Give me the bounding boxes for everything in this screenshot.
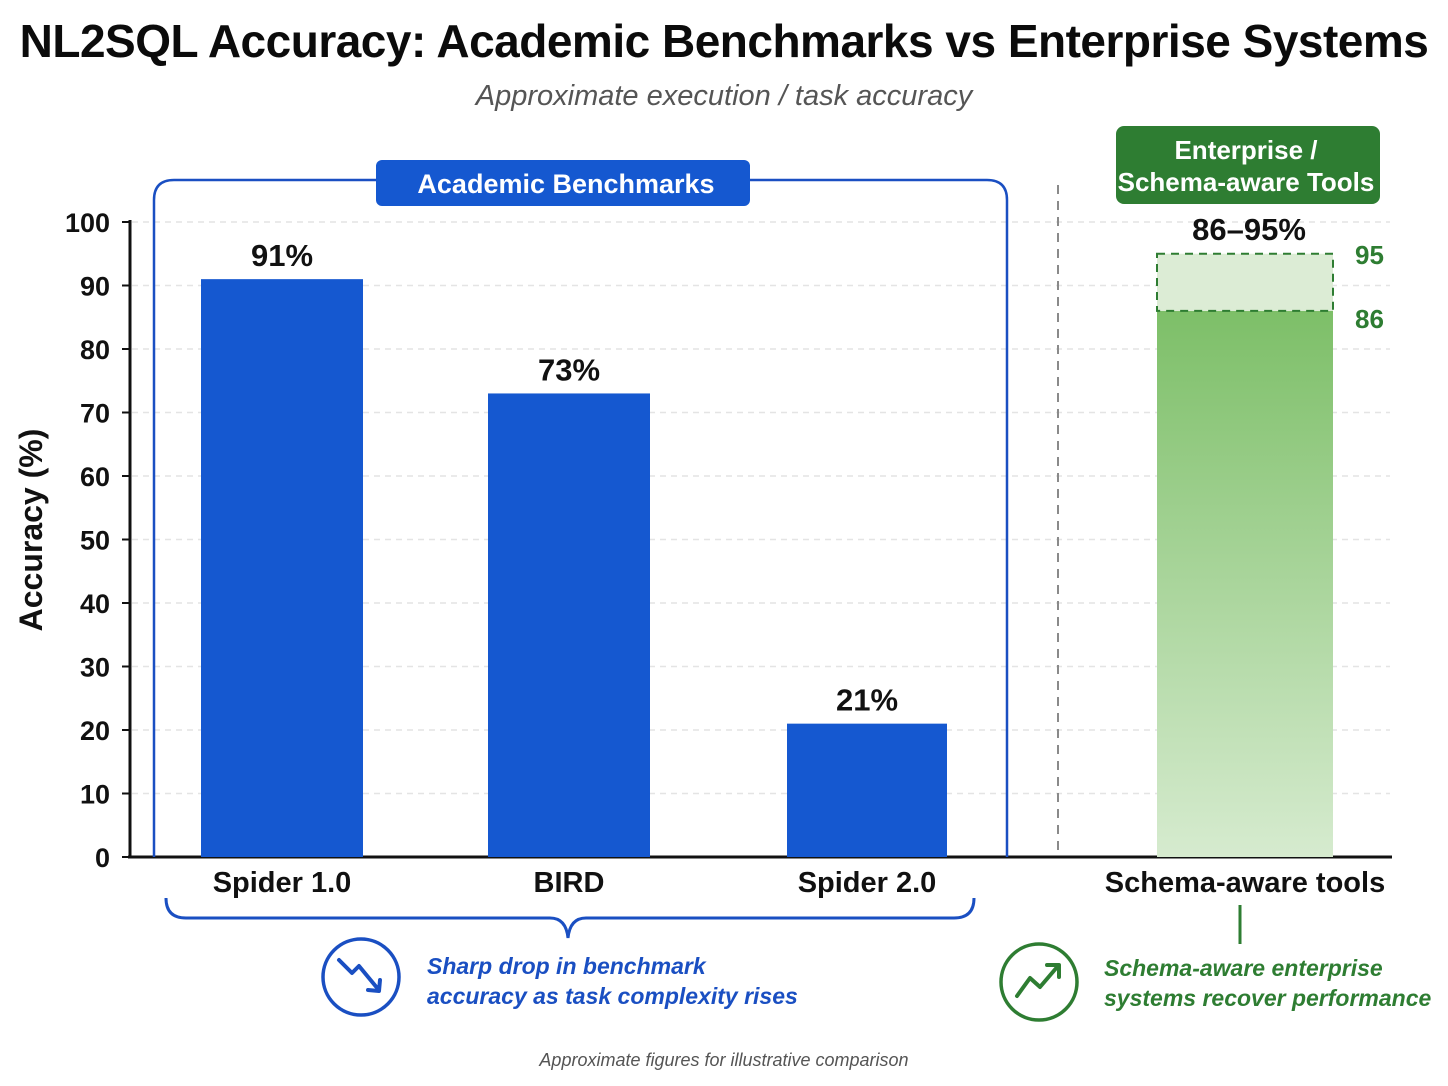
academic-group-label-box bbox=[376, 160, 750, 206]
academic-note-line2: accuracy as task complexity rises bbox=[427, 983, 798, 1009]
trend-up-icon bbox=[999, 942, 1079, 1022]
trend-down-icon-arrow bbox=[366, 978, 382, 993]
y-axis-label: Accuracy (%) bbox=[13, 429, 49, 632]
range-value-label: 86–95% bbox=[1192, 212, 1306, 247]
y-tick-label: 90 bbox=[80, 272, 110, 302]
bar bbox=[488, 393, 650, 857]
bars bbox=[201, 252, 1334, 857]
footnote: Approximate figures for illustrative com… bbox=[539, 1050, 909, 1070]
chart-title: NL2SQL Accuracy: Academic Benchmarks vs … bbox=[19, 15, 1429, 67]
value-labels: 91% 73% 21% 86–95% 95 86 bbox=[251, 212, 1384, 718]
y-tick-label: 30 bbox=[80, 653, 110, 683]
x-category-label: BIRD bbox=[534, 867, 605, 899]
range-high-label: 95 bbox=[1355, 240, 1384, 270]
bar-value-label: 21% bbox=[836, 683, 898, 718]
y-tick-label: 70 bbox=[80, 399, 110, 429]
academic-group-label: Academic Benchmarks bbox=[417, 169, 714, 199]
x-category-label: Spider 2.0 bbox=[798, 867, 937, 899]
trend-down-icon bbox=[321, 937, 401, 1017]
enterprise-group: Enterprise / Schema-aware Tools bbox=[1116, 126, 1380, 204]
bar-value-label: 91% bbox=[251, 238, 313, 273]
bar-value-label: 73% bbox=[538, 352, 600, 387]
enterprise-note-line2: systems recover performance bbox=[1104, 985, 1431, 1011]
y-tick-label: 0 bbox=[95, 843, 110, 873]
y-tick-label: 40 bbox=[80, 589, 110, 619]
trend-down-icon-line bbox=[337, 958, 380, 991]
academic-note: Sharp drop in benchmark accuracy as task… bbox=[321, 937, 798, 1017]
y-tick-label: 10 bbox=[80, 780, 110, 810]
academic-group: Academic Benchmarks bbox=[152, 160, 1009, 857]
y-tick-label: 80 bbox=[80, 335, 110, 365]
y-tick-label: 20 bbox=[80, 716, 110, 746]
y-tick-label: 50 bbox=[80, 526, 110, 556]
bar bbox=[787, 723, 947, 857]
chart-subtitle: Approximate execution / task accuracy bbox=[475, 80, 973, 112]
enterprise-note-line1: Schema-aware enterprise bbox=[1104, 955, 1383, 981]
x-category-label: Schema-aware tools bbox=[1105, 867, 1385, 899]
enterprise-group-label-box bbox=[1116, 126, 1380, 204]
enterprise-note: Schema-aware enterprise systems recover … bbox=[999, 905, 1431, 1022]
y-tick-label: 60 bbox=[80, 462, 110, 492]
trend-up-icon-line bbox=[1015, 964, 1060, 998]
academic-brace bbox=[164, 897, 976, 939]
category-labels: Spider 1.0 BIRD Spider 2.0 Schema-aware too… bbox=[213, 867, 1386, 899]
range-low-label: 86 bbox=[1355, 304, 1384, 334]
academic-note-line1: Sharp drop in benchmark bbox=[427, 953, 707, 979]
trend-up-icon-arrow bbox=[1045, 963, 1061, 979]
enterprise-group-label-line2: Schema-aware Tools bbox=[1118, 167, 1375, 197]
x-category-label: Spider 1.0 bbox=[213, 867, 352, 899]
bar bbox=[201, 279, 363, 857]
enterprise-group-label-line1: Enterprise / bbox=[1174, 135, 1317, 165]
y-tick-labels: 0 10 20 30 40 50 60 70 80 90 100 bbox=[65, 208, 130, 873]
range-bar-band bbox=[1156, 252, 1334, 312]
range-bar-base bbox=[1157, 310, 1333, 857]
y-tick-label: 100 bbox=[65, 208, 110, 238]
